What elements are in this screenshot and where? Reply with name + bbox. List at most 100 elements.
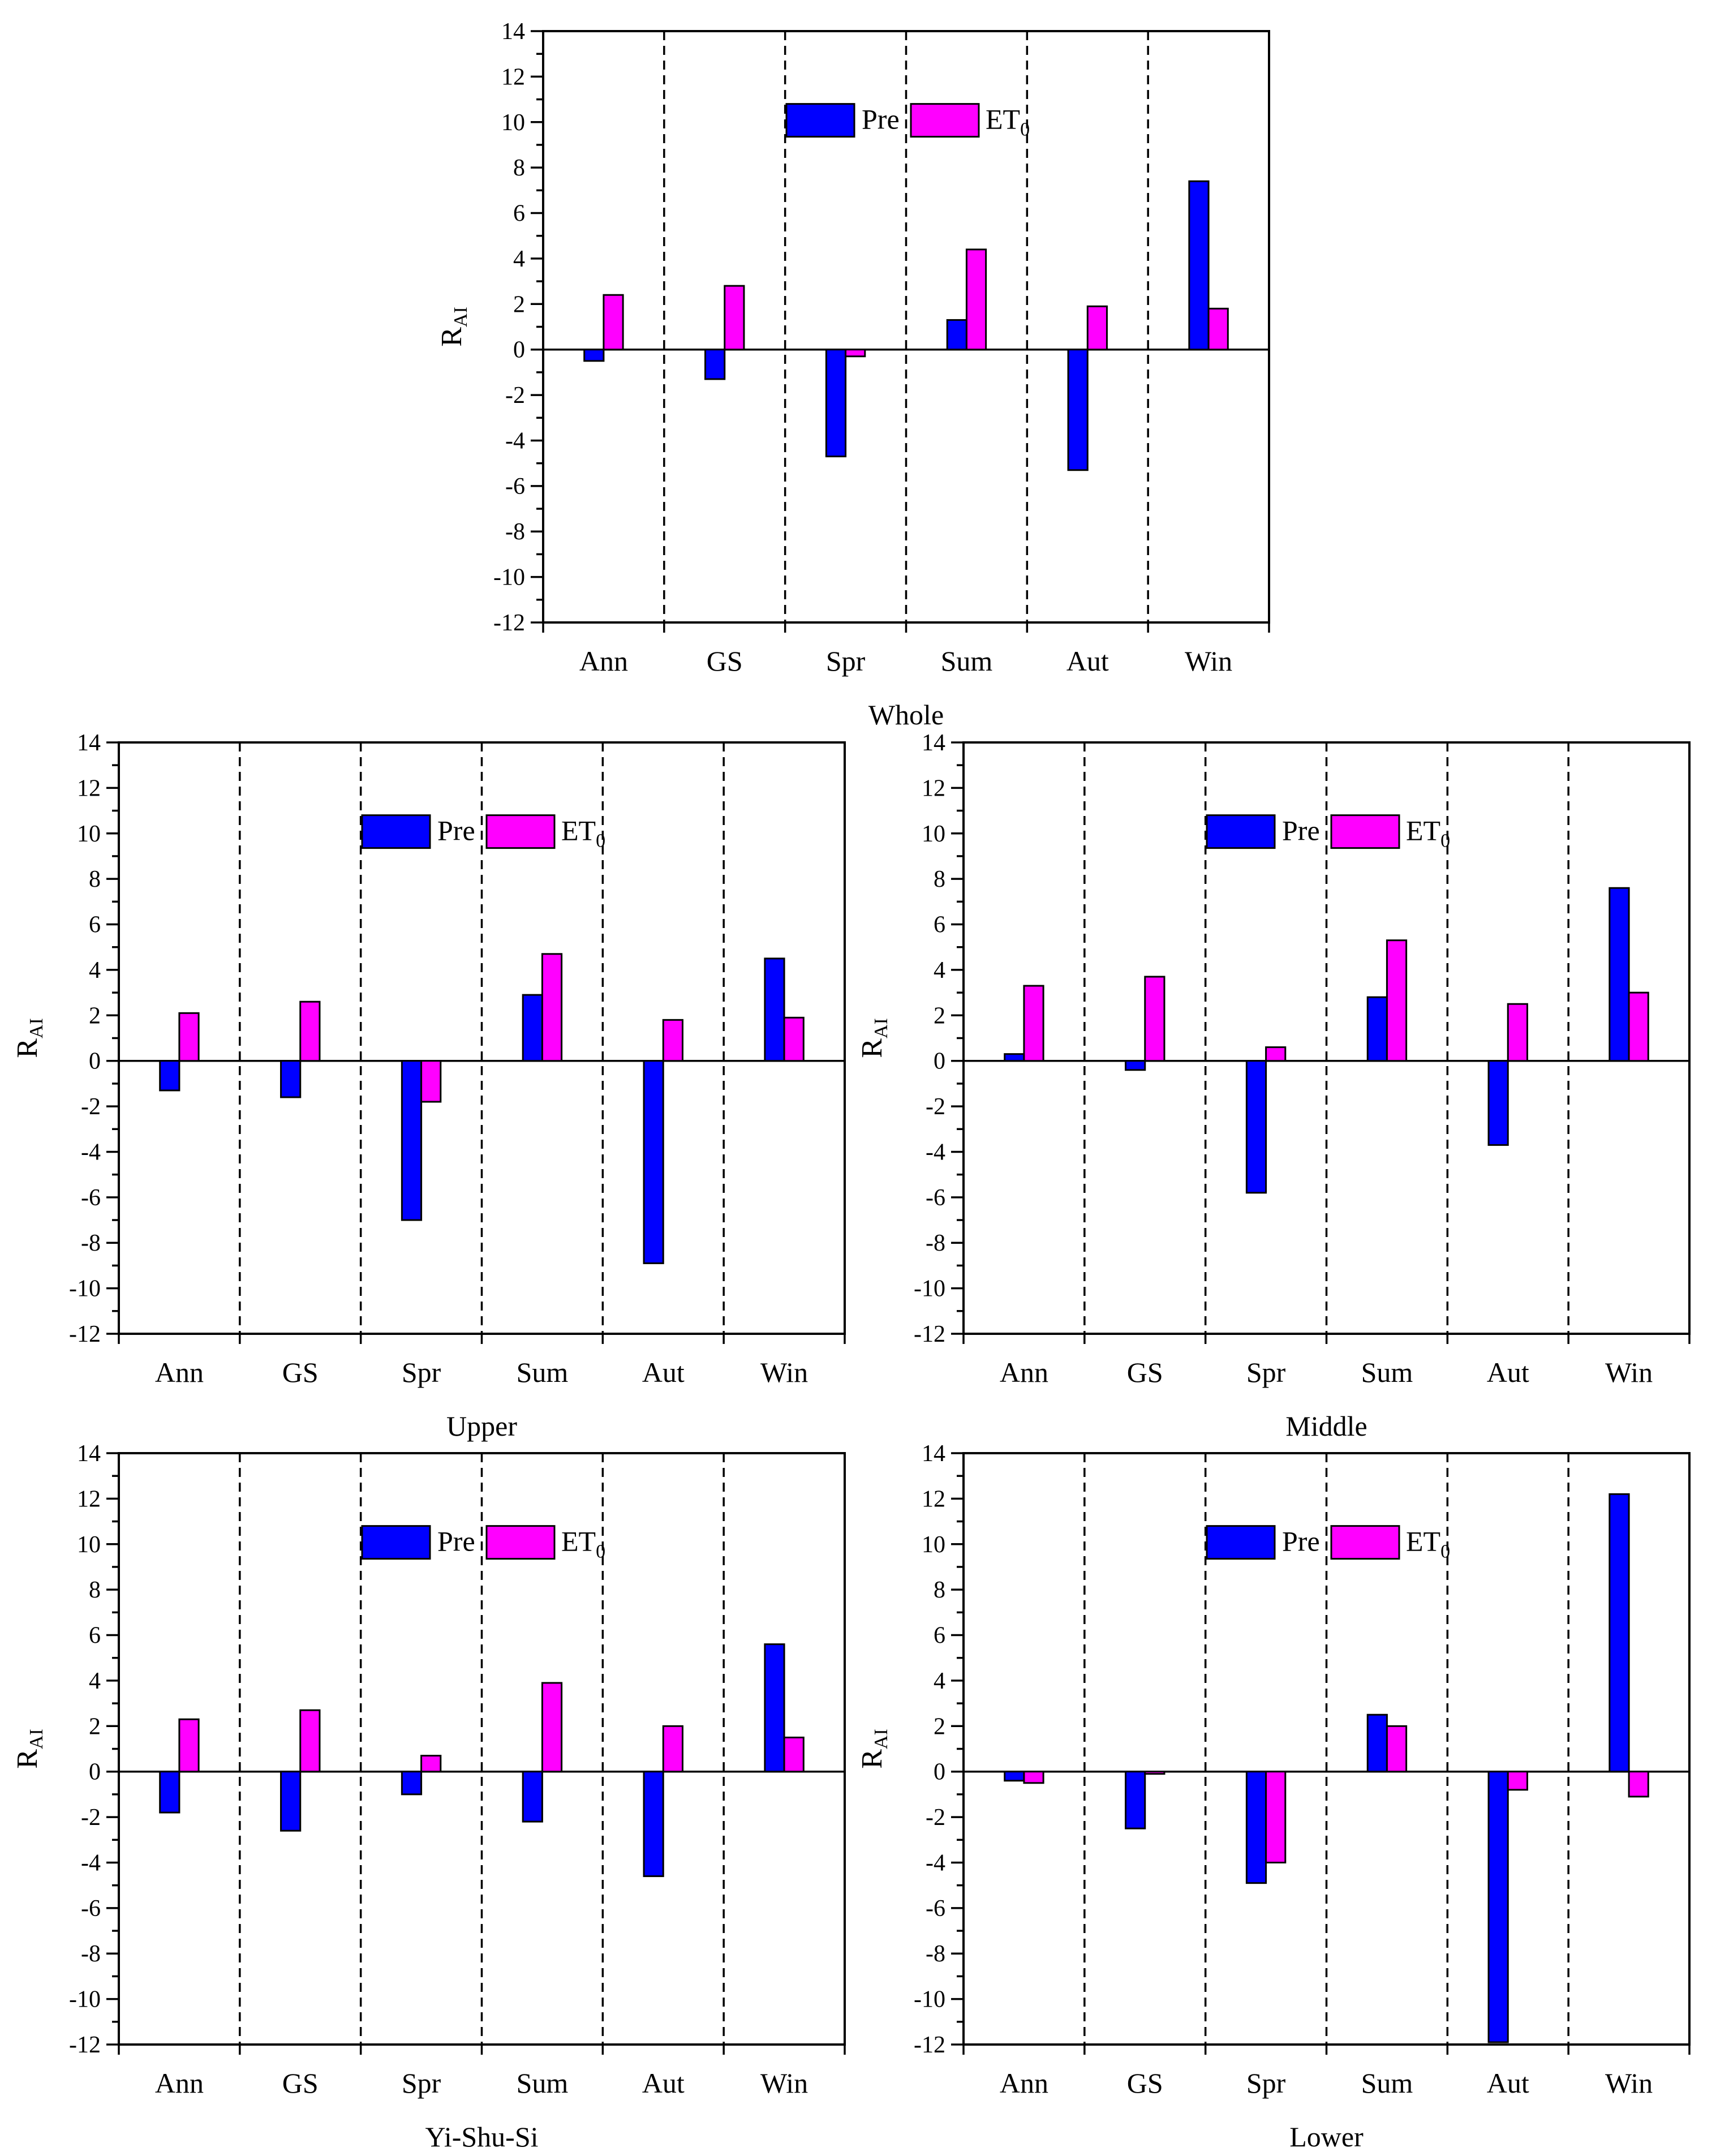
- bar-et0: [1628, 1771, 1649, 1798]
- x-tick-label: Win: [1605, 1356, 1653, 1388]
- bar-pre: [1004, 1771, 1025, 1782]
- legend-label-et0-main: ET: [1406, 815, 1440, 847]
- legend-label-pre: Pre: [1282, 1526, 1320, 1557]
- bar-et0: [1144, 976, 1165, 1062]
- bar-pre: [1609, 1493, 1630, 1773]
- x-tick-label: Sum: [941, 645, 993, 677]
- bar-pre: [159, 1771, 180, 1814]
- x-tick-label: Ann: [1000, 1356, 1048, 1388]
- y-tick-label: -10: [493, 565, 525, 591]
- bar-pre: [583, 349, 605, 362]
- legend-swatch-et0: [1330, 1525, 1400, 1560]
- bar-pre: [1125, 1771, 1146, 1829]
- legend-swatch-et0: [485, 1525, 556, 1560]
- y-tick-label: -6: [81, 1896, 101, 1922]
- y-axis-label-main: R: [436, 327, 468, 347]
- y-tick-label: 4: [89, 957, 101, 983]
- bar-pre: [1245, 1771, 1267, 1884]
- bar-pre: [280, 1771, 302, 1832]
- y-tick-label: -12: [914, 1321, 945, 1347]
- bar-et0: [1207, 307, 1229, 351]
- x-tick-label: GS: [1127, 1356, 1163, 1388]
- y-tick-label: -2: [81, 1805, 101, 1831]
- legend-label-et0-sub: 0: [596, 1541, 605, 1562]
- legend-label-et0-main: ET: [561, 1526, 596, 1557]
- legend-label-et0: ET0: [561, 1526, 605, 1562]
- legend-label-et0-main: ET: [1406, 1526, 1440, 1557]
- y-axis-label-sub: AI: [871, 1018, 892, 1038]
- bar-et0: [845, 349, 866, 358]
- y-tick-label: 14: [922, 1441, 945, 1467]
- y-axis-label-sub: AI: [871, 1729, 892, 1749]
- y-tick-label: -10: [914, 1276, 945, 1302]
- x-tick-label: Ann: [155, 2067, 204, 2099]
- y-axis-label-main: R: [856, 1038, 888, 1058]
- legend-label-et0-sub: 0: [1440, 831, 1450, 852]
- bar-et0: [1144, 1771, 1165, 1775]
- y-tick-label: 8: [513, 155, 525, 181]
- x-tick-label: Win: [1185, 645, 1232, 677]
- y-axis-label-main: R: [11, 1749, 44, 1769]
- bar-pre: [280, 1060, 302, 1098]
- bar-pre: [1188, 180, 1210, 351]
- y-tick-label: 10: [501, 110, 525, 136]
- bar-et0: [1086, 305, 1108, 351]
- y-tick-label: -8: [81, 1941, 101, 1967]
- legend-swatch-et0: [485, 814, 556, 849]
- y-tick-label: 4: [513, 246, 525, 272]
- bar-pre: [1004, 1053, 1025, 1062]
- x-tick-label: Ann: [155, 1356, 204, 1388]
- y-tick-label: 2: [934, 1713, 945, 1740]
- bar-pre: [401, 1771, 423, 1796]
- bar-pre: [946, 319, 967, 351]
- legend-label-et0: ET0: [1406, 815, 1450, 852]
- y-tick-label: -4: [926, 1850, 945, 1876]
- bar-pre: [522, 994, 543, 1062]
- chart-panel: -12 -10 -8 -6 -4 -2 0 2 4 6 8 10 12 14 Ann GS Spr Sum Aut W…: [856, 730, 1691, 1442]
- y-tick-label: 8: [934, 866, 945, 892]
- bar-et0: [299, 1000, 321, 1062]
- panel-title: Lower: [1289, 2121, 1364, 2153]
- x-tick-label: Sum: [1361, 1356, 1413, 1388]
- x-tick-label: Ann: [579, 645, 628, 677]
- y-tick-label: 14: [77, 1441, 101, 1467]
- x-tick-label: Spr: [402, 1356, 441, 1388]
- y-tick-label: 8: [89, 1577, 101, 1603]
- y-axis-label: RAI: [11, 1729, 47, 1769]
- x-tick-label: Spr: [1246, 2067, 1286, 2099]
- y-tick-label: 0: [934, 1049, 945, 1075]
- bar-et0: [1386, 1725, 1408, 1773]
- y-tick-label: 6: [934, 1623, 945, 1649]
- bar-et0: [1023, 1771, 1044, 1784]
- y-axis-label: RAI: [436, 307, 471, 347]
- y-tick-label: -4: [81, 1139, 101, 1165]
- bar-et0: [178, 1718, 200, 1773]
- legend-label-et0-sub: 0: [596, 831, 605, 852]
- bar-pre: [643, 1060, 664, 1264]
- y-axis-label: RAI: [856, 1729, 892, 1769]
- bar-et0: [1507, 1771, 1528, 1791]
- y-tick-label: -8: [926, 1941, 945, 1967]
- legend-swatch-pre: [785, 103, 855, 138]
- legend-label-pre: Pre: [1282, 815, 1320, 847]
- y-tick-label: 6: [513, 201, 525, 227]
- y-tick-label: 6: [89, 1623, 101, 1649]
- y-tick-label: -2: [81, 1094, 101, 1120]
- y-axis-label-main: R: [11, 1038, 44, 1058]
- bar-et0: [1507, 1003, 1528, 1062]
- y-tick-label: -6: [926, 1896, 945, 1922]
- y-tick-label: -10: [69, 1276, 101, 1302]
- legend-label-pre: Pre: [437, 815, 475, 847]
- y-tick-label: 10: [77, 821, 101, 847]
- x-tick-label: Win: [760, 1356, 808, 1388]
- y-axis-label-sub: AI: [26, 1729, 47, 1749]
- legend-swatch-et0: [1330, 814, 1400, 849]
- y-axis-label: RAI: [856, 1018, 892, 1058]
- y-tick-label: -2: [505, 383, 525, 409]
- bar-pre: [1487, 1060, 1509, 1146]
- y-tick-label: -6: [81, 1185, 101, 1211]
- legend-label-pre: Pre: [862, 104, 900, 135]
- legend-swatch-et0: [910, 103, 980, 138]
- bar-et0: [783, 1736, 805, 1773]
- bar-pre: [764, 957, 785, 1062]
